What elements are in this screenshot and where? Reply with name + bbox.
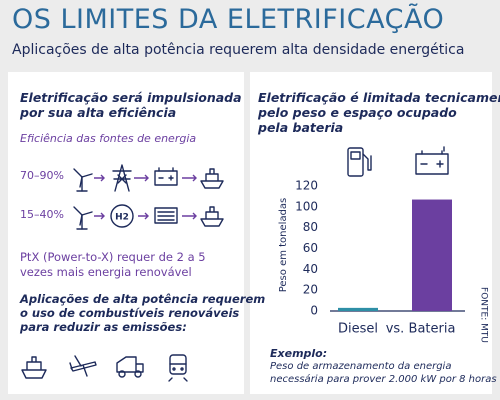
y-tick-label: 0 bbox=[310, 304, 318, 318]
heading-line: Eletrificação será impulsionada bbox=[20, 90, 242, 105]
left-panel bbox=[8, 72, 244, 394]
efficiency-title: Eficiência das fontes de energia bbox=[20, 132, 197, 145]
applications-line: o uso de combustíveis renováveis bbox=[20, 306, 240, 320]
y-tick-label: 100 bbox=[295, 199, 318, 213]
applications-line: Aplicações de alta potência requerem bbox=[20, 292, 266, 306]
annotation: vs. bbox=[386, 322, 405, 337]
source: FONTE: MTU bbox=[479, 287, 489, 343]
bar bbox=[412, 199, 452, 311]
heading-line: por sua alta eficiência bbox=[20, 105, 177, 120]
hydrogen-label: H2 bbox=[115, 213, 129, 223]
applications-line: para reduzir as emissões: bbox=[20, 320, 187, 334]
y-tick-label: 60 bbox=[303, 241, 318, 255]
chart-title: pela bateria bbox=[258, 120, 344, 135]
y-tick-label: 120 bbox=[295, 179, 318, 193]
row-label: 70–90% bbox=[20, 169, 64, 182]
title: OS LIMITES DA ELETRIFICAÇÃO bbox=[12, 4, 445, 35]
y-axis-label: Peso em toneladas bbox=[278, 198, 289, 293]
x-tick-label: Bateria bbox=[409, 322, 456, 337]
bar bbox=[338, 307, 378, 311]
icon-row bbox=[73, 164, 224, 192]
y-tick-label: 40 bbox=[303, 262, 318, 276]
chart-title: pelo peso e espaço ocupado bbox=[258, 105, 457, 120]
arrows bbox=[94, 174, 197, 220]
ptx-line: vezes mais energia renovável bbox=[20, 265, 192, 279]
icon-row bbox=[21, 354, 188, 382]
note-line: necessária para prover 2.000 kW por 8 ho… bbox=[270, 374, 497, 385]
ptx-line: PtX (Power-to-X) requer de 2 a 5 bbox=[20, 250, 206, 264]
note-line: Peso de armazenamento da energia bbox=[270, 361, 452, 372]
pump-icon bbox=[347, 147, 372, 177]
y-tick-label: 20 bbox=[303, 283, 318, 297]
subtitle: Aplicações de alta potência requerem alt… bbox=[12, 42, 465, 58]
row-label: 15–40% bbox=[20, 208, 64, 221]
x-tick-label: Diesel bbox=[338, 322, 378, 337]
battery-icon bbox=[415, 146, 449, 175]
chart-title: Eletrificação é limitada tecnicamente bbox=[258, 90, 500, 105]
icon-row bbox=[73, 204, 224, 230]
y-tick-label: 80 bbox=[303, 220, 318, 234]
note-title: Exemplo: bbox=[270, 347, 328, 360]
